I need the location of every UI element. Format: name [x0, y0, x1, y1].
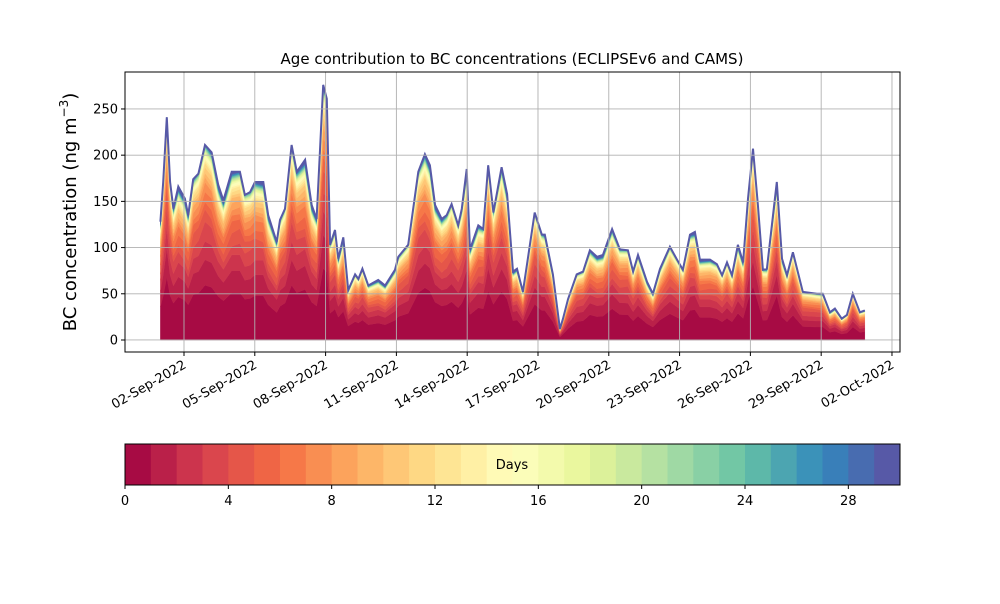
x-tick-label: 29-Sep-2022: [746, 358, 826, 413]
y-tick-label: 150: [93, 195, 118, 210]
colorbar-bin-24: [745, 444, 772, 485]
colorbar-bin-8: [331, 444, 358, 485]
colorbar-bin-17: [564, 444, 591, 485]
colorbar-bin-23: [719, 444, 746, 485]
colorbar-bin-7: [305, 444, 333, 485]
y-axis-label: BC concentration (ng m−3): [57, 93, 81, 332]
x-tick-label: 17-Sep-2022: [463, 358, 543, 413]
x-tick-label: 02-Oct-2022: [819, 358, 897, 412]
colorbar-tick-label: 16: [530, 494, 547, 509]
total-line: [159, 84, 866, 330]
x-tick-label: 26-Sep-2022: [676, 358, 756, 413]
colorbar: 0 4 8 12 16 20 24 28: [121, 443, 901, 509]
colorbar-bin-29: [874, 444, 901, 485]
colorbar-bin-15: [512, 444, 539, 485]
colorbar-bin-20: [641, 444, 668, 485]
x-tick-label: 23-Sep-2022: [605, 358, 685, 413]
colorbar-bin-4: [228, 444, 255, 485]
plot-area: 0 50 100 150 200 250 02-Sep-202205-Sep-202208-…: [93, 71, 901, 413]
colorbar-tick-label: 0: [121, 494, 129, 509]
chart-title: Age contribution to BC concentrations (E…: [281, 50, 744, 68]
colorbar-bin-13: [460, 444, 488, 485]
colorbar-bin-2: [176, 444, 203, 485]
colorbar-bin-26: [796, 444, 823, 485]
colorbar-tick-label: 28: [840, 494, 857, 509]
colorbar-bin-28: [848, 444, 875, 485]
colorbar-bin-19: [615, 444, 643, 485]
colorbar-frame: [124, 443, 901, 486]
x-tick-label: 14-Sep-2022: [392, 358, 472, 413]
colorbar-bin-9: [357, 444, 384, 485]
x-tick-label: 02-Sep-2022: [109, 358, 189, 413]
x-tick-label: 20-Sep-2022: [534, 358, 614, 413]
colorbar-tick-label: 12: [427, 494, 444, 509]
colorbar-bin-25: [770, 444, 798, 485]
colorbar-bin-16: [538, 444, 565, 485]
colorbar-label: Days: [496, 458, 529, 473]
colorbar-bin-14: [486, 444, 513, 485]
colorbar-bin-18: [590, 444, 617, 485]
y-tick-label: 0: [110, 333, 118, 348]
colorbar-bin-12: [435, 444, 462, 485]
y-tick-label: 250: [93, 102, 118, 117]
colorbar-tick-label: 4: [224, 494, 232, 509]
x-tick-label: 08-Sep-2022: [251, 358, 331, 413]
y-tick-label: 100: [93, 241, 118, 256]
colorbar-bin-21: [667, 444, 694, 485]
colorbar-tick-label: 20: [633, 494, 650, 509]
plot-frame: [124, 71, 901, 353]
colorbar-bin-27: [822, 444, 849, 485]
colorbar-tick-label: 8: [328, 494, 336, 509]
colorbar-bin-22: [693, 444, 720, 485]
colorbar-bin-6: [280, 444, 307, 485]
x-tick-label: 11-Sep-2022: [322, 358, 402, 413]
colorbar-bin-0: [125, 444, 152, 485]
y-tick-label: 200: [93, 149, 118, 164]
x-tick-label: 05-Sep-2022: [180, 358, 260, 413]
y-tick-label: 50: [101, 287, 118, 302]
colorbar-bin-5: [254, 444, 281, 485]
colorbar-bin-11: [409, 444, 436, 485]
y-axis-label-exponent: −3: [57, 100, 71, 118]
colorbar-bin-3: [202, 444, 229, 485]
colorbar-bin-10: [383, 444, 410, 485]
colorbar-tick-label: 24: [737, 494, 754, 509]
colorbar-bin-1: [150, 444, 178, 485]
